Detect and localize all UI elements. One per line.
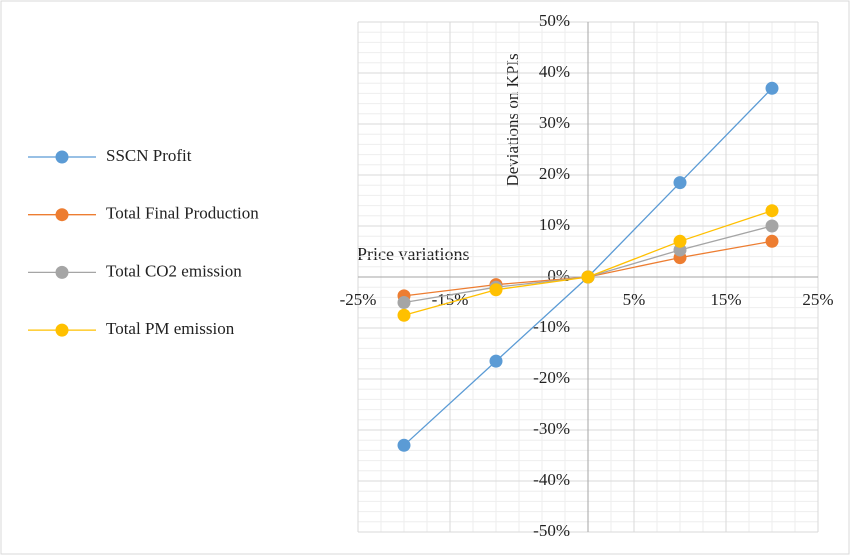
data-point	[765, 219, 779, 233]
y-tick-label: 40%	[539, 62, 570, 81]
x-tick-label: -25%	[340, 290, 377, 309]
legend-marker	[55, 323, 69, 337]
y-tick-label: 30%	[539, 113, 570, 132]
y-tick-label: -30%	[533, 419, 570, 438]
y-tick-label: 10%	[539, 215, 570, 234]
y-tick-label: 20%	[539, 164, 570, 183]
y-tick-label: -50%	[533, 521, 570, 540]
legend-label: SSCN Profit	[106, 146, 192, 165]
legend-marker	[55, 150, 69, 164]
data-point	[673, 176, 687, 190]
x-axis-title: Price variations	[357, 244, 469, 264]
y-tick-label: -40%	[533, 470, 570, 489]
x-tick-label: 25%	[802, 290, 833, 309]
data-point	[673, 234, 687, 248]
y-tick-label: 50%	[539, 11, 570, 30]
x-tick-label: 15%	[710, 290, 741, 309]
y-axis-title: Deviations on KPIs	[503, 53, 522, 186]
y-tick-label: -20%	[533, 368, 570, 387]
legend-label: Total Final Production	[106, 204, 259, 223]
legend-marker	[55, 265, 69, 279]
data-point	[765, 204, 779, 218]
x-tick-label: 5%	[623, 290, 646, 309]
data-point	[765, 81, 779, 95]
data-point	[581, 270, 595, 284]
legend-label: Total CO2 emission	[106, 261, 242, 280]
legend-label: Total PM emission	[106, 319, 235, 338]
legend-marker	[55, 208, 69, 222]
y-tick-label: -10%	[533, 317, 570, 336]
data-point	[765, 234, 779, 248]
data-point	[397, 308, 411, 322]
data-point	[489, 354, 503, 368]
data-point	[397, 296, 411, 309]
data-point	[489, 283, 503, 297]
data-point	[397, 438, 411, 452]
x-tick-label: -15%	[432, 290, 469, 309]
